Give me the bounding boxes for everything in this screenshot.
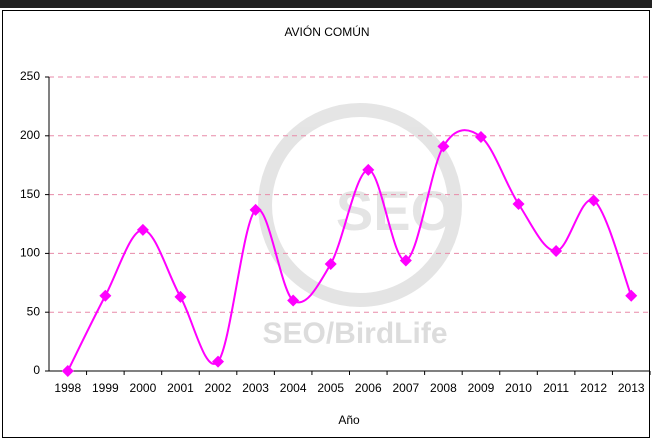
x-tick-label: 2012: [580, 381, 607, 395]
x-tick-label: 2004: [280, 381, 307, 395]
marker: [512, 198, 525, 211]
marker: [249, 203, 262, 216]
marker: [587, 194, 600, 207]
x-tick-label: 2008: [430, 381, 457, 395]
marker: [362, 163, 375, 176]
watermark-logo: SEO SEO/BirdLife: [258, 103, 462, 350]
y-tick-label: 50: [27, 304, 41, 318]
line: [66, 129, 633, 372]
marker: [99, 289, 112, 302]
x-tick-label: 1999: [92, 381, 119, 395]
chart-border: [2, 10, 650, 438]
y-tick-label: 250: [20, 69, 40, 83]
x-tick-label: 2009: [468, 381, 495, 395]
marker: [61, 365, 74, 377]
watermark-text: SEO: [336, 179, 454, 242]
x-tick-label: 2007: [392, 381, 419, 395]
marker: [174, 290, 187, 303]
marker: [625, 289, 638, 302]
top-bar: [0, 0, 652, 8]
marker: [550, 245, 563, 258]
x-tick-label: 2006: [355, 381, 382, 395]
chart-title: AVIÓN COMÚN: [284, 24, 369, 39]
marker: [287, 294, 300, 307]
marker: [437, 140, 450, 153]
y-tick-label: 100: [20, 246, 40, 260]
x-tick-label: 1998: [54, 381, 81, 395]
marker: [399, 254, 412, 267]
x-tick-label: 2011: [543, 381, 569, 395]
watermark-text: SEO/BirdLife: [262, 317, 447, 350]
marker: [212, 355, 225, 368]
marker: [324, 257, 337, 270]
x-tick-label: 2003: [242, 381, 269, 395]
x-tick-label: 2002: [205, 381, 232, 395]
y-tick-label: 0: [33, 363, 40, 377]
x-tick-label: 2010: [505, 381, 532, 395]
y-tick-label: 150: [20, 187, 40, 201]
x-tick-label: 2005: [317, 381, 344, 395]
x-tick-label: 2000: [130, 381, 157, 395]
marker: [136, 223, 149, 236]
y-tick-label: 200: [20, 128, 40, 142]
x-tick-label: 2013: [618, 381, 645, 395]
x-axis-label: Año: [338, 413, 360, 427]
marker: [474, 130, 487, 143]
x-tick-label: 2001: [167, 381, 194, 395]
